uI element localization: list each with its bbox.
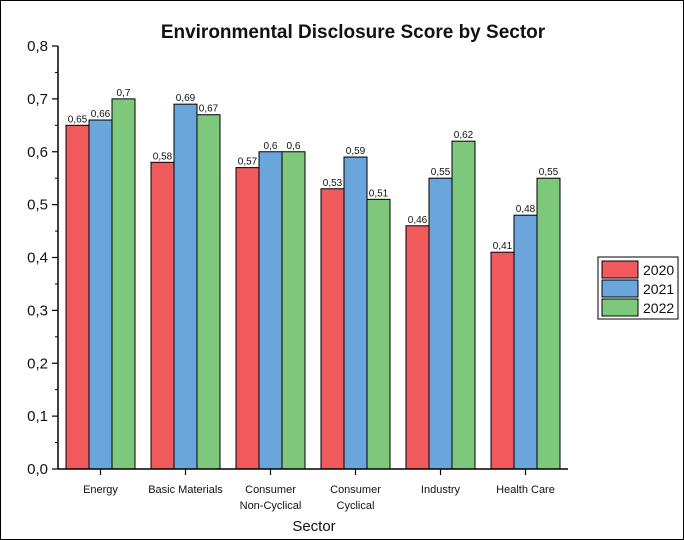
plot-area: 0,65 0,58 0,57 0,53 0,46 0,41 0,66 0,69 0,6 0,59 0… <box>27 38 568 512</box>
legend-swatch-2022 <box>601 298 639 317</box>
data-label: 0,6 <box>264 141 278 152</box>
x-tick-label: Consumer Cyclical <box>330 484 381 512</box>
data-label: 0,46 <box>408 215 428 226</box>
data-label: 0,48 <box>516 204 536 215</box>
y-tick-label: 0,8 <box>27 38 48 55</box>
y-tick-label: 0,0 <box>27 461 48 478</box>
data-label: 0,62 <box>454 130 474 141</box>
bar-2020-4 <box>405 225 430 470</box>
legend-label: 2021 <box>643 281 674 297</box>
data-label: 0,55 <box>539 167 559 178</box>
bar-2022-0 <box>111 98 136 470</box>
bar-2021-4 <box>428 177 453 470</box>
bar-2021-0 <box>88 119 113 470</box>
bar-2020-2 <box>235 167 260 470</box>
x-tick-label: Health Care <box>496 484 555 496</box>
data-label: 0,58 <box>153 151 173 162</box>
data-label: 0,6 <box>287 141 301 152</box>
chart-title: Environmental Disclosure Score by Sector <box>161 22 546 43</box>
data-label: 0,7 <box>117 88 131 99</box>
legend-swatch-2021 <box>601 279 639 298</box>
y-tick-label: 0,5 <box>27 197 48 214</box>
bar-2021-2 <box>258 151 283 470</box>
bar-2022-3 <box>366 198 391 470</box>
legend: 2020 2021 2022 <box>597 256 679 320</box>
data-label: 0,51 <box>369 188 389 199</box>
data-label: 0,55 <box>431 167 451 178</box>
legend-label: 2020 <box>643 262 674 278</box>
x-tick-label: Consumer Non-Cyclical <box>240 484 302 512</box>
y-tick-label: 0,3 <box>27 302 48 319</box>
y-tick-label: 0,1 <box>27 408 48 425</box>
legend-swatch-2020 <box>601 260 639 279</box>
x-tick-label: Basic Materials <box>148 484 223 496</box>
bar-2020-5 <box>490 251 515 470</box>
data-label: 0,65 <box>68 114 88 125</box>
y-tick-label: 0,4 <box>27 250 48 267</box>
data-label: 0,59 <box>346 146 366 157</box>
y-tick-label: 0,7 <box>27 91 48 108</box>
bar-2021-5 <box>513 214 538 470</box>
bar-2020-0 <box>65 124 90 470</box>
data-label: 0,69 <box>176 93 196 104</box>
data-label: 0,41 <box>493 241 513 252</box>
data-label: 0,66 <box>91 109 111 120</box>
x-tick-label: Energy <box>83 484 118 496</box>
bar-2020-1 <box>150 161 175 470</box>
bar-2022-5 <box>536 177 561 470</box>
legend-label: 2022 <box>643 300 674 316</box>
x-axis-title: Sector <box>292 518 335 535</box>
data-label: 0,67 <box>199 104 219 115</box>
bar-2020-3 <box>320 188 345 470</box>
bar-2021-3 <box>343 156 368 470</box>
y-tick-label: 0,6 <box>27 144 48 161</box>
data-label: 0,57 <box>238 157 258 168</box>
bar-2022-1 <box>196 114 221 470</box>
bar-2022-2 <box>281 151 306 470</box>
x-tick-label: Industry <box>421 484 461 496</box>
data-label: 0,53 <box>323 178 343 189</box>
y-tick-label: 0,2 <box>27 355 48 372</box>
bar-2021-1 <box>173 103 198 470</box>
bar-2022-4 <box>451 140 476 470</box>
